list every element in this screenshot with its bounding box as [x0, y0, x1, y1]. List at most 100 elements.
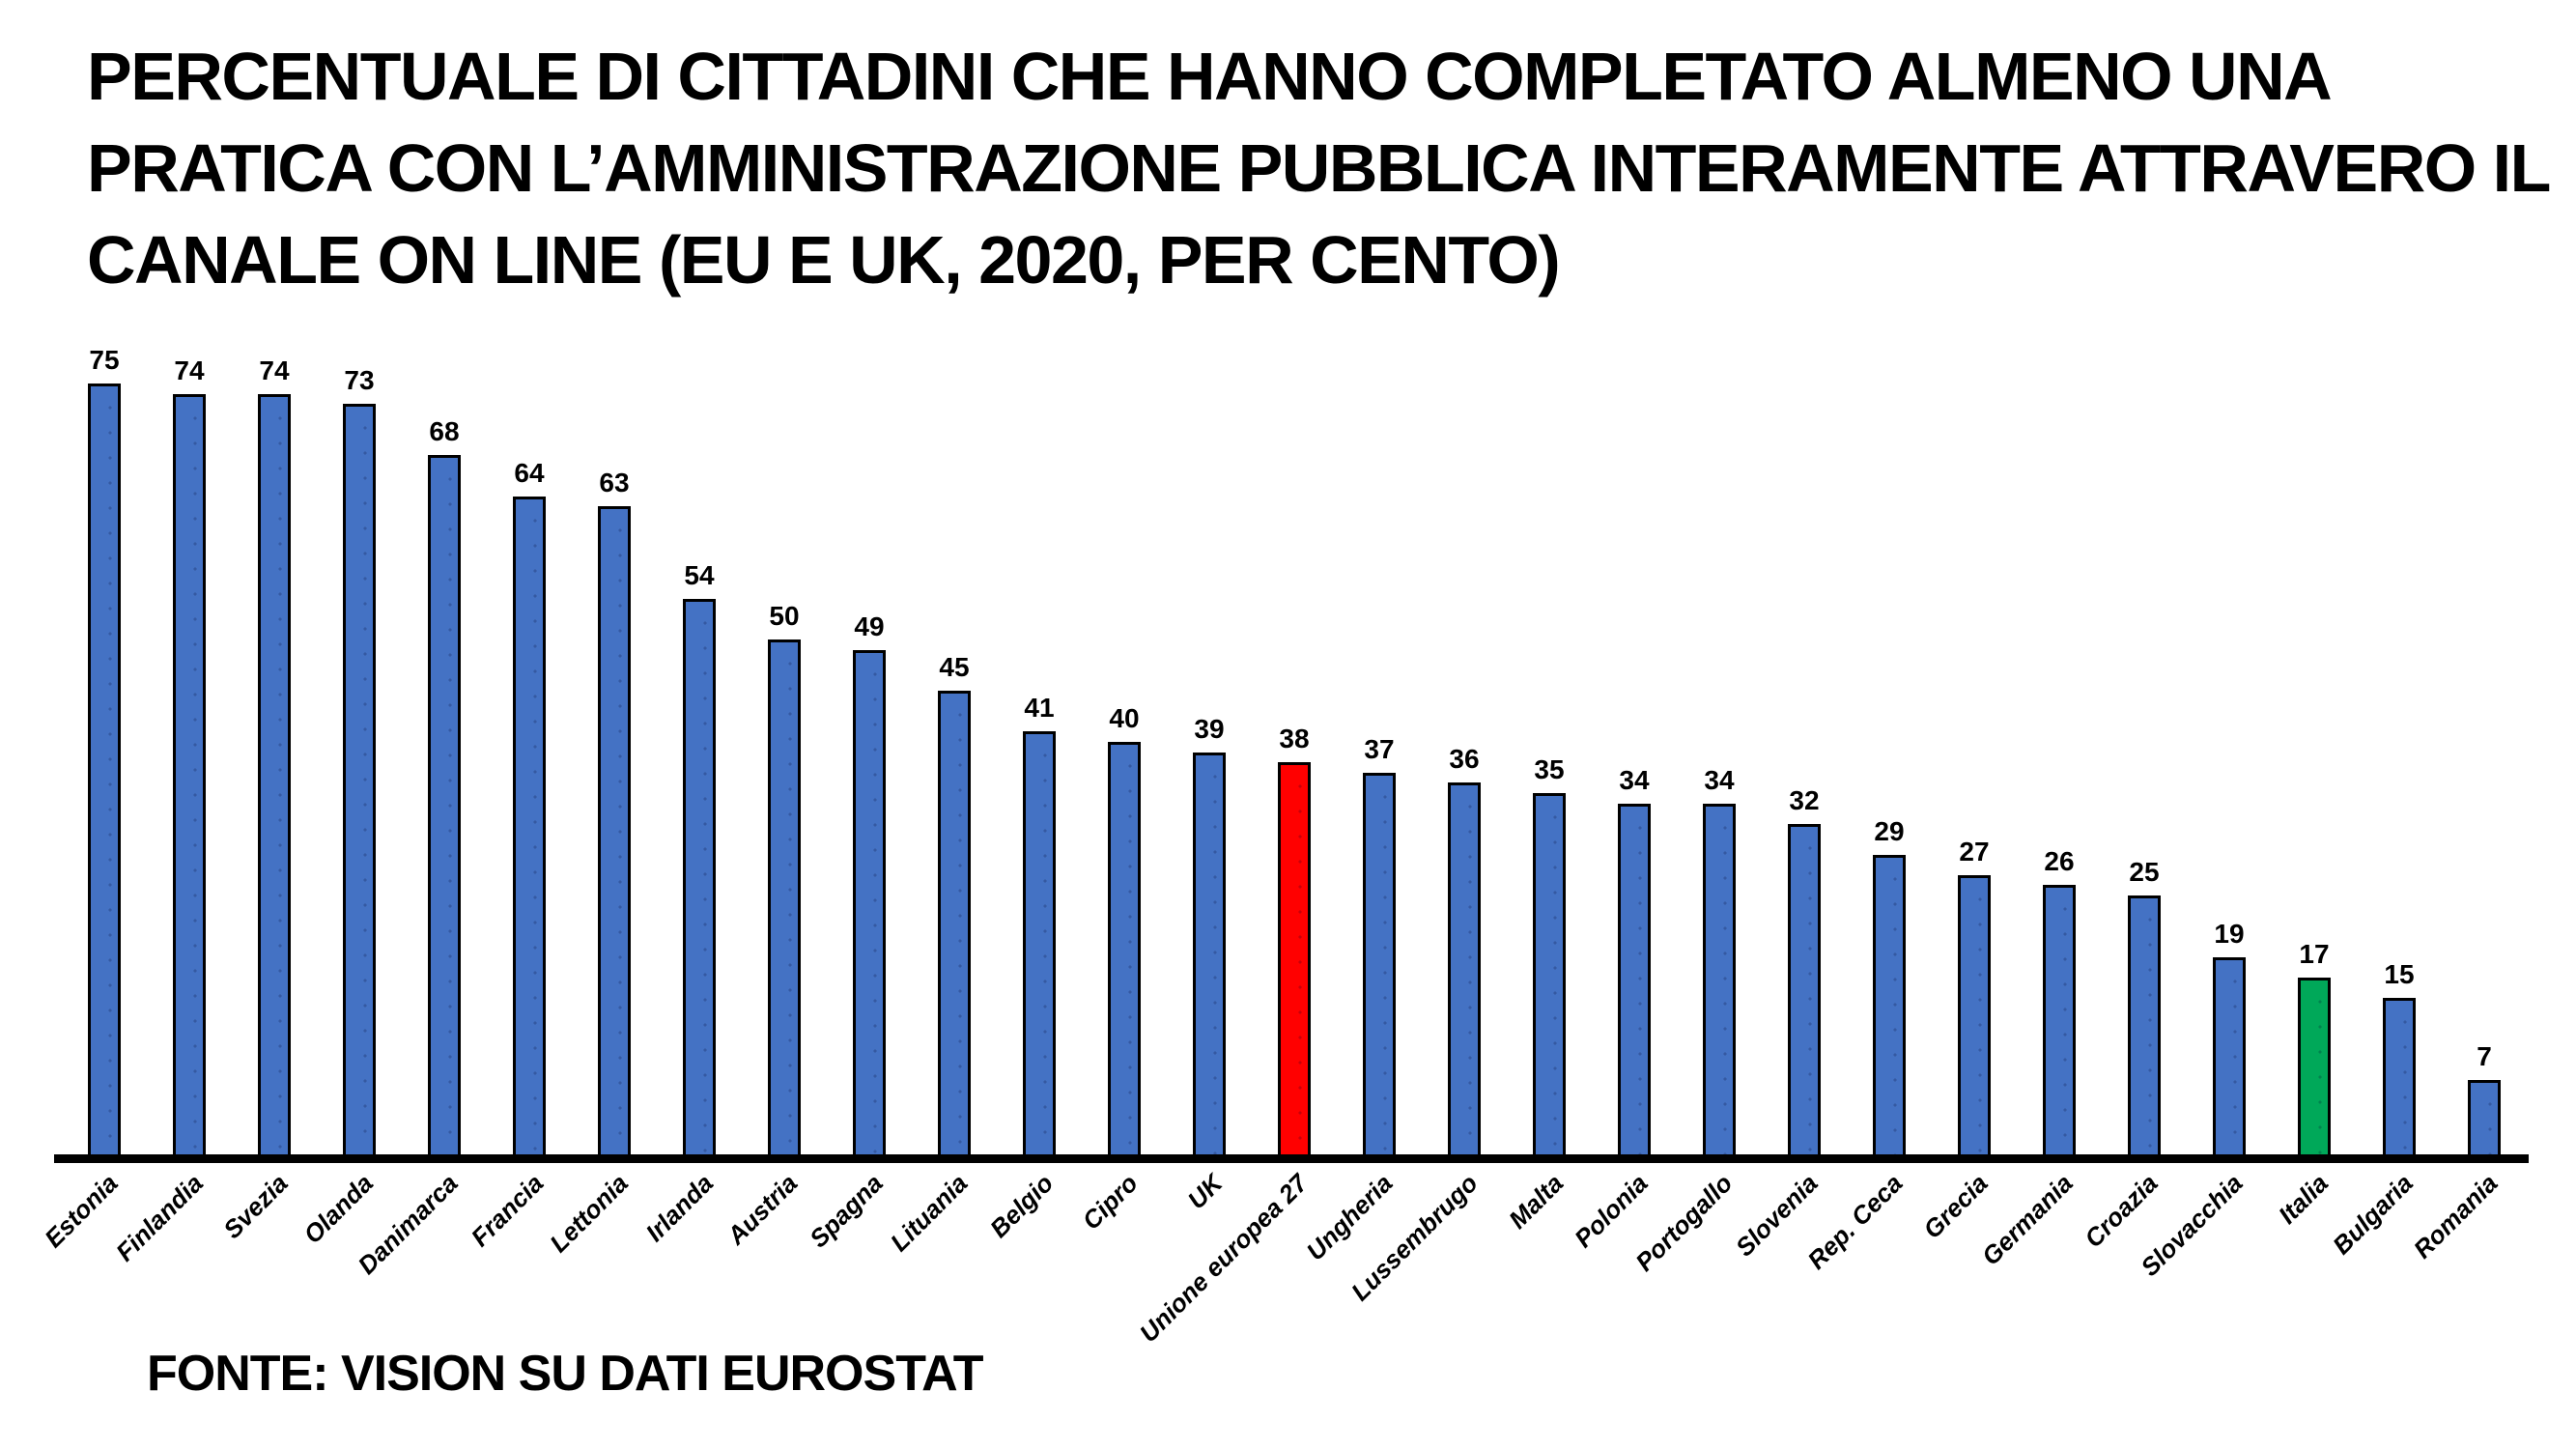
bar-column-lituania: 45 Lituania [885, 328, 997, 1258]
bar-column-finlandia: 74 Finlandia [110, 328, 232, 1267]
value-label: 19 [2214, 919, 2245, 949]
bar [1958, 875, 1991, 1154]
value-label: 49 [854, 611, 885, 641]
category-label: Finlandia [109, 1168, 209, 1267]
category-label: Austria [722, 1168, 804, 1251]
bar-column-bulgaria: 15 Bulgaria [2327, 328, 2442, 1261]
bar-column-malta: 35 Malta [1503, 328, 1592, 1235]
category-label: Francia [465, 1168, 549, 1253]
bar-column-belgio: 41 Belgio [983, 328, 1082, 1243]
value-label: 29 [1874, 816, 1905, 846]
bar [683, 599, 716, 1154]
bar [1108, 742, 1141, 1154]
bar [1363, 773, 1396, 1154]
category-label: Romania [2407, 1168, 2504, 1264]
category-label: Italia [2272, 1168, 2334, 1230]
bar [1618, 804, 1651, 1154]
category-label: Germania [1975, 1168, 2079, 1271]
bar [938, 691, 971, 1154]
value-label: 64 [514, 458, 545, 488]
bar-column-lettonia: 63 Lettonia [544, 328, 657, 1259]
category-label: Malta [1502, 1168, 1569, 1235]
bar-column-svezia: 74 Svezia [217, 328, 317, 1245]
value-label: 45 [939, 652, 970, 682]
bar [513, 497, 546, 1154]
bar [343, 404, 376, 1154]
value-label: 41 [1024, 693, 1055, 723]
bar-column-portogallo: 34 Portogallo [1630, 328, 1762, 1277]
value-label: 40 [1109, 703, 1140, 733]
category-label: UK [1182, 1168, 1229, 1215]
value-label: 35 [1534, 754, 1565, 784]
chart-title-line-2: PRATICA CON L’AMMINISTRAZIONE PUBBLICA I… [87, 130, 2551, 206]
chart-title: PERCENTUALE DI CITTADINI CHE HANNO COMPL… [87, 31, 2551, 306]
bar-column-germania: 26 Germania [1976, 328, 2102, 1271]
bar [1448, 782, 1481, 1154]
bar [2043, 885, 2076, 1154]
bar-column-francia: 64 Francia [465, 328, 572, 1253]
bar-column-rep-ceca: 29 Rep. Ceca [1802, 328, 1932, 1275]
bar [853, 650, 886, 1154]
value-label: 32 [1789, 785, 1820, 815]
category-label: Lettonia [544, 1168, 634, 1259]
bar-column-polonia: 34 Polonia [1569, 328, 1677, 1254]
chart-title-line-3: CANALE ON LINE (EU E UK, 2020, PER CENTO… [87, 222, 1561, 298]
category-label: Spagna [804, 1168, 889, 1254]
value-label: 63 [599, 468, 630, 497]
category-label: Belgio [983, 1168, 1059, 1243]
bar [2383, 998, 2416, 1154]
value-label: 34 [1704, 765, 1735, 795]
bar [2298, 978, 2331, 1154]
category-label: Cipro [1076, 1168, 1144, 1236]
value-label: 54 [684, 560, 715, 590]
value-label: 37 [1364, 734, 1395, 764]
value-label: 36 [1449, 744, 1480, 774]
value-label: 17 [2299, 939, 2330, 969]
value-label: 50 [769, 601, 800, 631]
bar-column-ungheria: 37 Ungheria [1301, 328, 1422, 1266]
category-label: Grecia [1917, 1168, 1994, 1245]
category-label: Svezia [217, 1168, 294, 1245]
bar [88, 384, 121, 1154]
value-label: 27 [1959, 837, 1990, 867]
value-label: 7 [2477, 1041, 2492, 1071]
bar [1278, 762, 1311, 1154]
value-label: 38 [1279, 724, 1310, 753]
bar-column-estonia: 75 Estonia [39, 328, 147, 1254]
value-label: 74 [259, 355, 290, 385]
bar [1533, 793, 1566, 1154]
bar-chart-plot-area: 75 Estonia 74 Finlandia 74 Svezia 73 Olanda 68 Da… [39, 328, 2527, 1349]
bar-column-croazia: 25 Croazia [2079, 328, 2187, 1254]
bar [1788, 824, 1821, 1154]
value-label: 25 [2129, 857, 2160, 887]
category-label: Polonia [1569, 1168, 1654, 1254]
bar-column-cipro: 40 Cipro [1077, 328, 1167, 1236]
bar [1873, 855, 1906, 1154]
bar-column-lussembrugo: 36 Lussembrugo [1345, 328, 1507, 1307]
bar [2213, 957, 2246, 1154]
bar-column-romania: 7 Romania [2408, 328, 2527, 1264]
bar [258, 394, 291, 1154]
value-label: 68 [429, 416, 460, 446]
bar-column-italia: 17 Italia [2272, 328, 2357, 1230]
source-note: FONTE: VISION SU DATI EUROSTAT [147, 1346, 984, 1402]
x-axis-line [54, 1154, 2529, 1163]
bar [768, 639, 801, 1154]
bar-column-slovacchia: 19 Slovacchia [2136, 328, 2272, 1282]
bar [428, 455, 461, 1154]
bar-column-slovenia: 32 Slovenia [1730, 328, 1847, 1263]
bar [173, 394, 206, 1154]
bar-column-irlanda: 54 Irlanda [639, 328, 742, 1248]
category-label: Bulgaria [2327, 1168, 2419, 1261]
bar [1703, 804, 1736, 1154]
category-label: Irlanda [639, 1168, 719, 1248]
category-label: Lituania [885, 1168, 974, 1258]
bar [2468, 1080, 2501, 1154]
bar-column-spagna: 49 Spagna [804, 328, 912, 1254]
value-label: 15 [2384, 959, 2415, 989]
bar-column-danimarca: 68 Danimarca [353, 328, 487, 1280]
bar [2128, 895, 2161, 1154]
value-label: 34 [1619, 765, 1650, 795]
bar-column-olanda: 73 Olanda [297, 328, 402, 1250]
